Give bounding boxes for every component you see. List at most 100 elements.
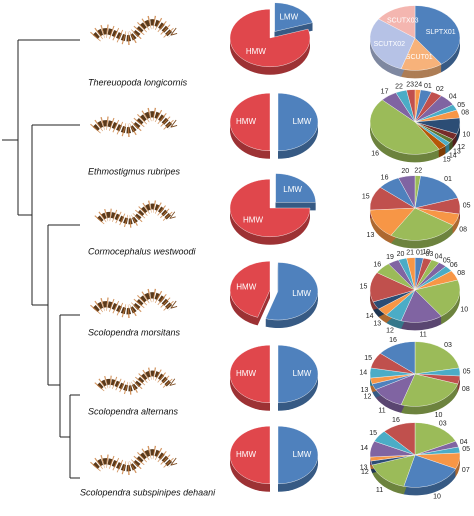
slice-label: 04 [449,93,457,100]
slice-label: LMW [293,450,312,459]
pie-slice [265,262,319,321]
slice-label: 15 [369,430,377,437]
slice-label: 23 [406,82,414,89]
pie-slice [229,178,311,237]
pie-slice [274,2,314,32]
pie-slice [229,8,311,67]
pie-slice [277,344,319,404]
slice-label: 11 [376,487,383,494]
slice-label: 04 [460,439,468,446]
slice-label: 08 [461,110,469,117]
phylogeny-tree [2,39,80,479]
pie-slice [406,257,416,291]
slice-label: HMW [243,215,263,224]
slice-label: 01 [416,250,424,257]
slice-label: 08 [457,270,465,277]
slice-label: 14 [366,313,374,320]
species-name: Thereuopoda longicornis [88,77,188,87]
specimen-image [95,295,177,311]
slice-label: LMW [283,185,302,194]
slice-label: 10 [433,494,441,501]
species-name: Scolopendra subspinipes dehaani [80,487,216,497]
slice-label: 13 [373,320,381,327]
slice-label: 16 [373,261,381,268]
slice-label: 20 [397,251,405,258]
slice-label: HMW [246,47,266,56]
slice-label: 14 [449,152,457,159]
pie-slice [275,173,316,203]
slice-label: SLPTX01 [426,29,456,36]
slice-label: 13 [453,149,461,156]
slice-label: LMW [293,117,312,126]
specimen-image [99,373,175,388]
slice-label: LMW [293,369,312,378]
pie-slice [369,18,416,70]
slice-label: 16 [392,417,400,424]
specimen-image [99,206,175,221]
slice-label: 13 [367,232,375,239]
slice-label: LMW [292,289,311,298]
slice-label: 10 [462,132,470,139]
pie-slice [400,373,459,407]
pie-slice [414,422,457,456]
slice-label: 16 [381,175,389,182]
slice-label: 05 [462,446,470,453]
slice-label: 10 [435,412,443,419]
slice-label: SCUT01 [406,54,433,61]
pie-slice [383,422,416,456]
species-name: Cormocephalus westwoodi [88,246,197,256]
slice-label: 21 [406,250,414,257]
slice-label: HMW [236,369,256,378]
pie-slice [390,207,454,241]
slice-label: 15 [364,355,372,362]
pie-slice [406,89,416,123]
pie-slice [369,99,440,155]
pie-slice [371,454,416,487]
slice-label: 10 [460,306,468,313]
pie-slice [277,92,319,152]
slice-label: 12 [457,144,465,151]
species-name: Ethmostigmus rubripes [88,166,181,176]
species-name: Scolopendra alternans [88,406,179,416]
slice-label: 03 [439,420,447,427]
slice-label: LMW [279,13,298,22]
slice-label: HMW [236,117,256,126]
slice-label: 12 [361,469,369,476]
slice-label: 13 [360,465,368,472]
slice-label: 07 [462,467,470,474]
slice-label: 02 [436,86,444,93]
pie-slice [403,454,457,488]
slice-label: 06 [450,262,458,269]
specimen-image [95,114,177,130]
pie-slice [398,175,416,209]
slice-label: SCUTX02 [374,41,406,48]
slice-label: 14 [359,370,367,377]
slice-label: 24 [414,82,422,89]
slice-label: 03 [426,251,434,258]
pie-slice [414,175,459,209]
slice-label: 17 [381,89,389,96]
slice-label: 15 [360,283,368,290]
slice-label: 14 [360,445,368,452]
slice-label: 08 [462,386,470,393]
slice-label: 16 [389,337,397,344]
pie-slice [229,425,271,485]
pie-slice [229,92,271,152]
slice-label: 11 [419,332,426,339]
specimen-image [95,22,177,38]
slice-label: 04 [435,254,443,261]
pie-slice [379,341,416,375]
slice-label: 20 [401,168,409,175]
slice-label: 05 [463,203,471,210]
pie-slice [414,279,461,317]
slice-label: 01 [424,83,432,90]
pie-slice [229,344,271,404]
slice-label: 05 [457,102,465,109]
slice-label: 08 [459,227,467,234]
slice-label: 22 [395,83,403,90]
slice-label: 01 [444,176,452,183]
pie-slice [378,5,416,39]
slice-label: 12 [364,394,372,401]
slice-label: 11 [378,408,385,415]
